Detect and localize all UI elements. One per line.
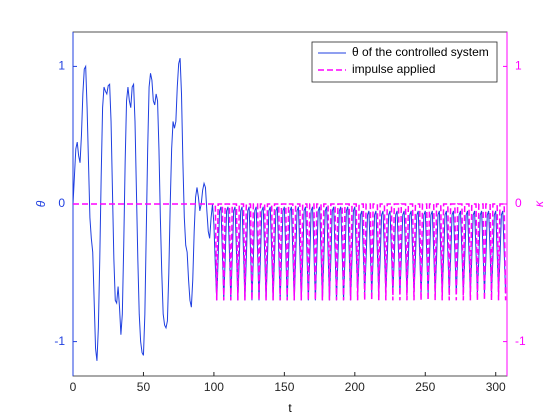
y-tick-label: -1	[54, 334, 65, 348]
x-tick-label: 200	[345, 380, 365, 394]
y2-axis-label: κ	[532, 200, 546, 207]
y-axis-label: θ	[34, 200, 48, 207]
y2-tick-label: 1	[515, 59, 522, 73]
legend-box	[311, 41, 498, 83]
y-tick-label: 0	[58, 196, 65, 210]
y2-tick-label: 0	[515, 196, 522, 210]
x-tick-label: 300	[486, 380, 506, 394]
y-tick-label: 1	[58, 59, 65, 73]
series-line	[73, 203, 507, 301]
x-tick-label: 150	[274, 380, 294, 394]
x-tick-label: 50	[137, 380, 151, 394]
series-line	[72, 58, 507, 361]
legend-label: θ of the controlled system	[352, 45, 489, 59]
x-tick-label: 0	[70, 380, 77, 394]
x-tick-label: 100	[204, 380, 224, 394]
x-axis-label: t	[288, 401, 292, 415]
x-tick-label: 250	[415, 380, 435, 394]
legend-label: impulse applied	[352, 62, 435, 76]
y2-tick-label: -1	[515, 334, 526, 348]
